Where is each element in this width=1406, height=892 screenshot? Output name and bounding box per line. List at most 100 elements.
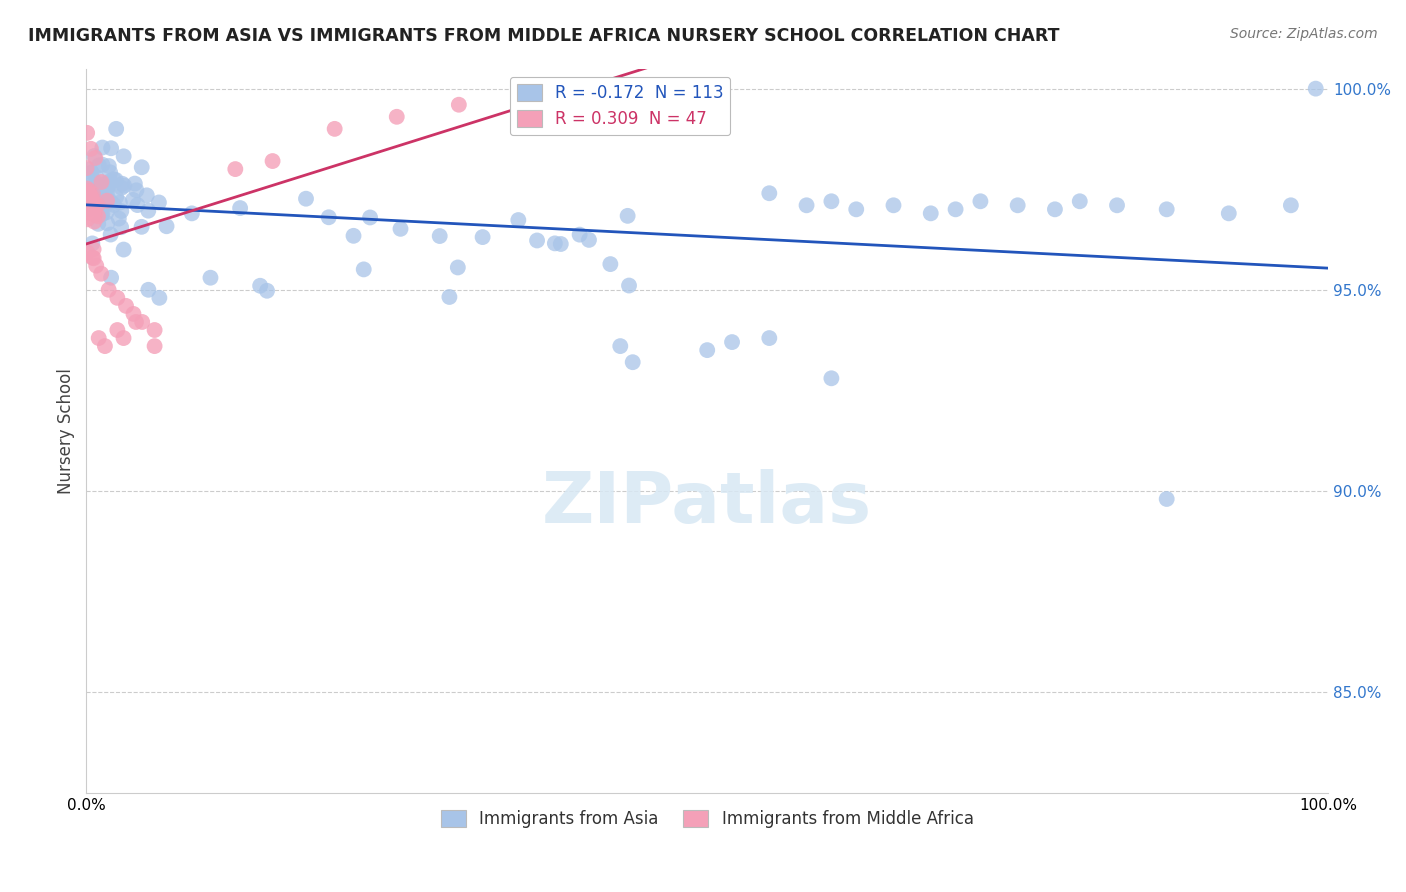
Point: [108, 195, 131, 210]
Point: [96, 205, 118, 219]
Point: [84, 151, 107, 165]
Point: [882, 198, 904, 212]
Point: [1156, 491, 1178, 506]
Point: [447, 260, 470, 275]
Point: [148, 195, 170, 210]
Point: [112, 178, 135, 193]
Point: [98, 174, 121, 188]
Point: [80, 178, 103, 192]
Point: [83, 242, 105, 256]
Point: [84, 208, 107, 222]
Point: [439, 290, 461, 304]
Point: [76, 181, 98, 195]
Point: [568, 227, 591, 242]
Point: [224, 162, 246, 177]
Point: [100, 141, 122, 155]
Point: [83, 251, 105, 265]
Point: [76, 212, 98, 227]
Point: [621, 355, 644, 369]
Point: [131, 160, 153, 174]
Point: [845, 202, 868, 217]
Point: [616, 209, 638, 223]
Point: [1069, 194, 1091, 209]
Point: [796, 198, 818, 212]
Point: [820, 194, 842, 209]
Point: [1279, 198, 1302, 212]
Point: [508, 213, 530, 227]
Text: ZIPatlas: ZIPatlas: [543, 468, 872, 538]
Point: [1043, 202, 1066, 217]
Point: [77, 202, 100, 216]
Point: [721, 334, 744, 349]
Point: [84, 259, 107, 273]
Point: [87, 186, 110, 200]
Point: [758, 186, 780, 201]
Point: [229, 201, 252, 215]
Point: [353, 262, 375, 277]
Point: [127, 198, 149, 212]
Text: Source: ZipAtlas.com: Source: ZipAtlas.com: [1230, 27, 1378, 41]
Point: [429, 229, 451, 244]
Point: [249, 278, 271, 293]
Point: [90, 175, 112, 189]
Point: [544, 236, 567, 251]
Point: [1156, 202, 1178, 217]
Point: [385, 110, 408, 124]
Point: [103, 198, 125, 212]
Point: [80, 190, 103, 204]
Point: [80, 165, 103, 179]
Point: [138, 283, 160, 297]
Point: [125, 183, 148, 197]
Point: [105, 323, 128, 337]
Point: [90, 267, 112, 281]
Point: [135, 188, 157, 202]
Point: [80, 192, 103, 206]
Point: [323, 121, 346, 136]
Point: [94, 339, 117, 353]
Point: [1007, 198, 1029, 212]
Point: [84, 170, 107, 185]
Point: [98, 195, 121, 210]
Point: [696, 343, 718, 358]
Point: [112, 149, 135, 163]
Point: [96, 194, 118, 208]
Point: [100, 270, 122, 285]
Point: [98, 194, 121, 208]
Point: [389, 222, 412, 236]
Point: [76, 126, 98, 140]
Point: [609, 339, 631, 353]
Point: [76, 181, 98, 195]
Point: [103, 172, 125, 186]
Point: [94, 193, 117, 207]
Point: [80, 142, 103, 156]
Point: [1218, 206, 1240, 220]
Point: [91, 180, 114, 194]
Point: [131, 219, 153, 234]
Point: [87, 331, 110, 345]
Point: [262, 154, 284, 169]
Point: [91, 140, 114, 154]
Point: [79, 162, 101, 177]
Point: [94, 177, 117, 191]
Point: [82, 187, 104, 202]
Point: [115, 299, 138, 313]
Point: [97, 159, 120, 173]
Point: [91, 158, 114, 172]
Point: [143, 339, 166, 353]
Point: [110, 181, 132, 195]
Point: [91, 182, 114, 196]
Point: [75, 185, 97, 199]
Point: [83, 214, 105, 228]
Point: [87, 217, 110, 231]
Point: [105, 190, 128, 204]
Point: [82, 251, 104, 265]
Point: [617, 278, 640, 293]
Point: [547, 89, 569, 103]
Point: [83, 149, 105, 163]
Y-axis label: Nursery School: Nursery School: [58, 368, 75, 493]
Point: [550, 237, 572, 252]
Point: [77, 184, 100, 198]
Point: [82, 205, 104, 219]
Point: [125, 315, 148, 329]
Point: [318, 211, 340, 225]
